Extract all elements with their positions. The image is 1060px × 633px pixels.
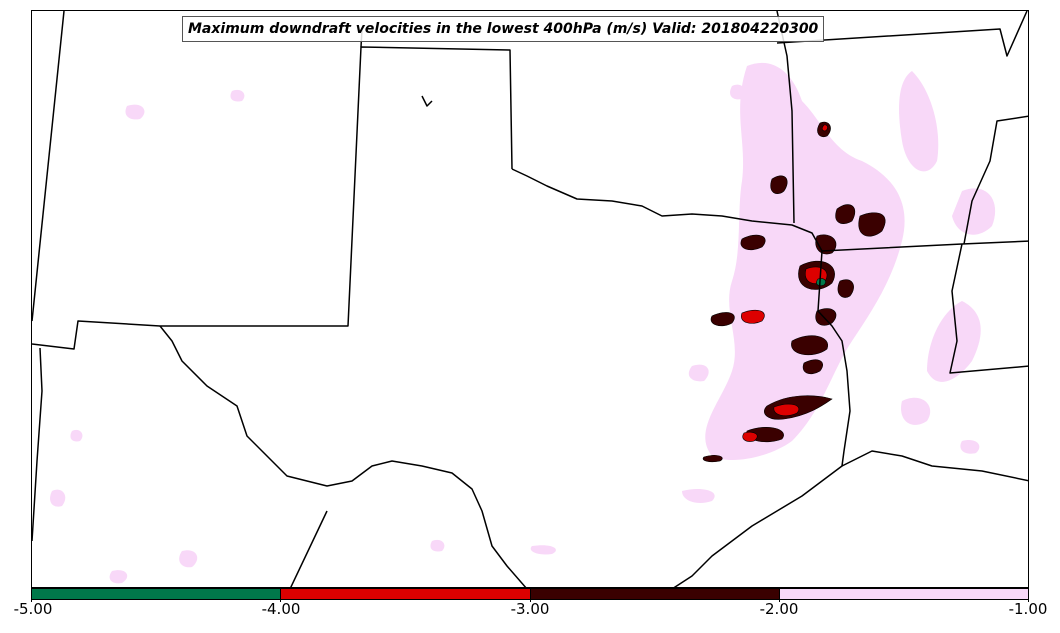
colorbar-label-5: -1.00	[1008, 600, 1048, 618]
colorbar-label-4: -2.00	[759, 600, 799, 618]
colorbar-segment-1	[32, 589, 282, 599]
state-borders	[32, 11, 1028, 587]
colorbar-segment-2	[281, 589, 531, 599]
colorbar-tick-1	[31, 598, 32, 602]
colorbar-segment-3	[530, 589, 780, 599]
colorbar-label-1: -5.00	[13, 600, 53, 618]
map-frame	[31, 10, 1029, 588]
colorbar-tick-5	[1028, 598, 1029, 602]
map-canvas	[32, 11, 1028, 587]
dark-red-contours	[702, 121, 886, 463]
colorbar-label-2: -4.00	[261, 600, 301, 618]
colorbar-segment-4	[779, 589, 1028, 599]
light-pink-contours	[50, 62, 996, 584]
colorbar-tick-2	[280, 598, 281, 602]
map-title: Maximum downdraft velocities in the lowe…	[182, 16, 825, 42]
colorbar-tick-3	[530, 598, 531, 602]
colorbar-tick-4	[779, 598, 780, 602]
colorbar-label-3: -3.00	[510, 600, 550, 618]
